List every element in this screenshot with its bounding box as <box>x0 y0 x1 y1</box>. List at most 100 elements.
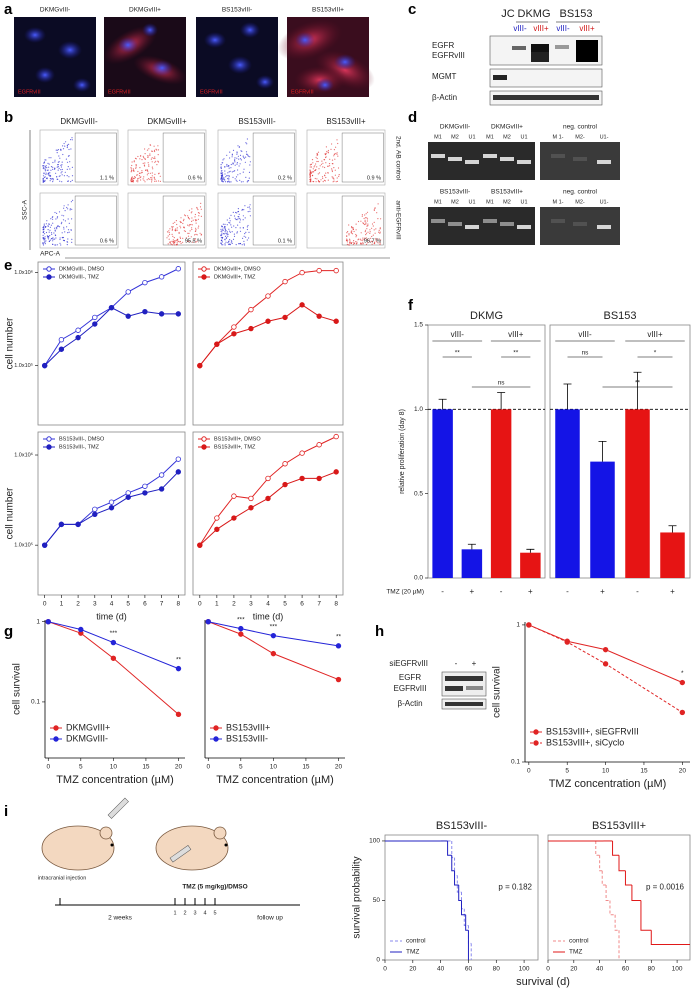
flow-event <box>373 229 375 231</box>
flow-event <box>66 241 68 243</box>
flow-event <box>228 174 230 177</box>
flow-event <box>54 238 56 240</box>
flow-event <box>228 175 230 177</box>
flow-event <box>56 228 58 230</box>
flow-event <box>244 217 246 219</box>
flow-title: BS153vIII+ <box>326 117 366 126</box>
legend-label: DKMGvIII-, DMSO <box>59 266 105 272</box>
flow-event <box>220 236 222 239</box>
flow-event <box>187 235 190 237</box>
x-tick-label: 7 <box>160 601 164 608</box>
significance-label: ** <box>176 656 182 663</box>
flow-event <box>157 180 160 182</box>
flow-event <box>326 150 328 153</box>
error-bar <box>598 440 607 462</box>
flow-event <box>169 228 171 230</box>
flow-event <box>220 177 223 179</box>
flow-event <box>151 161 153 163</box>
flow-event <box>54 168 56 170</box>
flow-event <box>365 234 367 236</box>
row-label: β-Actin <box>432 93 457 102</box>
flow-event <box>44 159 46 161</box>
flow-event <box>317 179 320 182</box>
flow-event <box>338 175 340 177</box>
data-point <box>214 515 220 521</box>
lane-label: M 1- <box>553 199 564 205</box>
flow-event <box>238 243 240 245</box>
flow-event <box>149 144 151 146</box>
flow-event <box>237 208 239 210</box>
flow-event <box>221 172 224 174</box>
flow-event <box>47 162 49 164</box>
survival-step <box>614 914 619 931</box>
flow-event <box>236 180 238 182</box>
nucleus <box>73 78 91 92</box>
flow-event <box>168 230 170 232</box>
flow-event <box>191 211 193 213</box>
flow-event <box>320 163 323 165</box>
flow-event <box>179 236 181 238</box>
flow-event <box>61 214 63 216</box>
flow-event <box>54 230 56 232</box>
flow-event <box>156 149 158 151</box>
flow-event <box>367 242 369 244</box>
flow-event <box>64 220 66 222</box>
flow-event <box>149 172 151 174</box>
flow-event <box>62 237 64 239</box>
flow-event <box>220 230 222 232</box>
flow-event <box>225 237 227 239</box>
flow-event <box>237 145 239 147</box>
survival-step <box>612 840 619 856</box>
flow-event <box>70 229 72 231</box>
flow-event <box>67 218 69 220</box>
percent-label: 0.9 % <box>367 175 381 181</box>
flow-event <box>222 244 224 246</box>
flow-event <box>42 165 44 167</box>
flow-event <box>56 152 58 154</box>
flow-event <box>375 239 377 241</box>
nucleus <box>334 54 356 70</box>
flow-event <box>50 178 52 180</box>
lane-label: vIII+ <box>579 24 595 33</box>
survival-step <box>650 930 690 946</box>
flow-event <box>247 180 249 182</box>
flow-event <box>373 221 375 223</box>
flow-event <box>312 168 314 170</box>
flow-event <box>71 139 73 141</box>
plot-frame <box>37 261 186 426</box>
flow-event <box>70 181 72 183</box>
flow-event <box>239 158 242 160</box>
flow-event <box>133 160 135 162</box>
flow-event <box>369 237 371 239</box>
flow-event <box>233 215 236 217</box>
flow-event <box>220 240 222 242</box>
flow-event <box>232 149 235 151</box>
y-tick-label: 0.1 <box>31 699 40 706</box>
flow-event <box>133 177 135 180</box>
flow-event <box>336 152 338 154</box>
significance-label: *** <box>110 630 118 637</box>
data-point <box>335 676 342 683</box>
flow-event <box>60 166 63 168</box>
data-point <box>679 709 686 716</box>
flow-event <box>152 150 154 152</box>
flow-event <box>246 239 248 241</box>
flow-event <box>151 166 153 168</box>
flow-event <box>321 176 324 178</box>
nucleus <box>24 27 46 43</box>
flow-event <box>179 240 181 243</box>
gate <box>74 132 117 183</box>
flow-event <box>365 243 368 245</box>
survival-step <box>624 870 632 886</box>
flow-event <box>330 148 332 150</box>
flow-event <box>152 168 154 170</box>
flow-event <box>187 232 189 234</box>
flow-event <box>56 217 58 219</box>
flow-event <box>355 241 357 243</box>
flow-event <box>67 166 69 168</box>
flow-event <box>62 153 64 156</box>
flow-event <box>63 142 65 145</box>
plot-frame <box>547 834 691 961</box>
flow-event <box>220 170 222 172</box>
flow-event <box>234 158 236 160</box>
